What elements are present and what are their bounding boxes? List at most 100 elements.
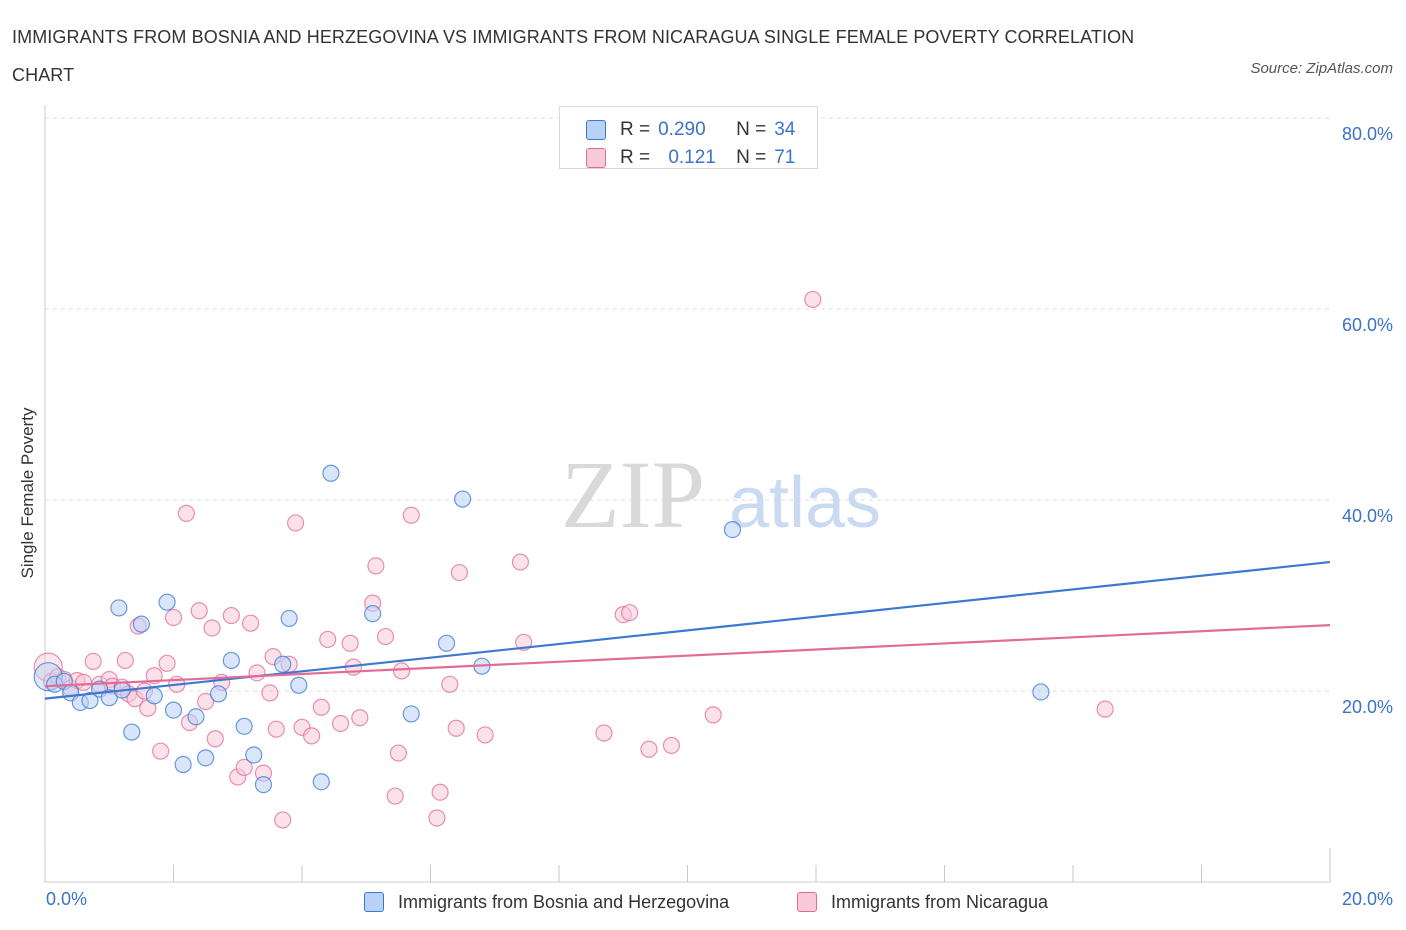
nicaragua-point [351,709,369,727]
bottom-legend-swatch-pink [797,892,817,912]
nicaragua-point [261,684,279,702]
nicaragua-point [319,630,337,649]
legend-n-label: N = [736,147,767,168]
legend-r-value: 0.121 [668,147,716,168]
legend-row-nicaragua: R = 0.121 N = 71 [586,145,795,171]
nicaragua-point [386,787,404,805]
bosnia-point [209,685,228,703]
y-tick-label: 80.0% [1342,124,1393,144]
bosnia-point [312,773,330,791]
bosnia-point [454,490,472,508]
legend-n-value: 34 [774,119,796,140]
y-tick-label: 20.0% [1342,697,1393,717]
bosnia-point [254,775,273,794]
bosnia-points [33,464,1050,794]
nicaragua-point [312,698,330,716]
nicaragua-point [274,811,292,829]
watermark-atlas: atlas [729,463,881,543]
y-tick-label: 60.0% [1342,315,1393,335]
nicaragua-point [1096,700,1114,718]
bosnia-point [110,599,128,617]
bosnia-point [1032,683,1050,701]
nicaragua-point [177,504,195,522]
source-label: Source: ZipAtlas.com [1250,60,1393,77]
nicaragua-point [441,675,459,693]
nicaragua-point [235,758,253,777]
correlation-legend: R = 0.290 N = 34 R = 0.121 N = 71 [559,106,818,169]
nicaragua-point [267,720,285,738]
nicaragua-point [621,604,639,622]
x-tick-label-max: 20.0% [1341,889,1393,909]
nicaragua-point [152,742,170,760]
nicaragua-point [190,602,208,620]
bosnia-point [81,691,99,710]
bosnia-point [402,705,420,723]
nicaragua-point [392,662,411,680]
nicaragua-point [145,667,163,685]
watermark: ZIP atlas [561,441,881,548]
bosnia-point [174,755,192,774]
bottom-legend-nicaragua: Immigrants from Nicaragua [797,888,1048,916]
nicaragua-point [341,634,359,652]
legend-swatch-blue [586,120,606,140]
nicaragua-point [376,627,395,646]
nicaragua-point [662,736,681,755]
bosnia-point [222,651,240,670]
bosnia-point [158,593,176,611]
gridlines [45,117,1330,692]
bosnia-point [274,655,292,673]
bosnia-point [723,521,742,539]
nicaragua-points [33,290,1114,829]
nicaragua-point [242,614,260,632]
bottom-legend-swatch-blue [364,892,384,912]
nicaragua-point [74,673,93,692]
legend-n-value: 71 [774,147,796,168]
nicaragua-point [450,563,469,582]
bosnia-point [145,687,163,705]
axes [44,105,1331,883]
bosnia-point [197,749,215,767]
nicaragua-point [402,506,420,524]
x-tick-label-min: 0.0% [46,889,88,909]
nicaragua-trend-line [44,624,1331,688]
legend-swatch-pink [586,148,606,168]
nicaragua-point [367,557,385,575]
legend-r-label: R = [620,147,651,168]
nicaragua-point [158,654,176,672]
trend-lines [44,560,1331,700]
nicaragua-point [640,740,658,758]
y-tick-label: 40.0% [1342,506,1393,526]
nicaragua-point [331,714,350,733]
nicaragua-point [595,724,613,742]
bosnia-point [245,746,263,764]
nicaragua-point [511,553,530,571]
bosnia-point [437,634,456,652]
nicaragua-point [84,652,102,670]
nicaragua-point [389,744,407,762]
nicaragua-point [116,651,134,670]
nicaragua-point [164,608,183,627]
y-tick-labels: 20.0% 40.0% 60.0% 80.0% [1342,124,1393,717]
chart-title: IMMIGRANTS FROM BOSNIA AND HERZEGOVINA V… [12,27,1135,85]
nicaragua-point [704,706,722,724]
legend-n-label: N = [736,119,767,140]
nicaragua-point [203,619,221,637]
nicaragua-point [476,726,494,744]
bottom-legend-label: Immigrants from Bosnia and Herzegovina [398,891,730,912]
legend-r-label: R = [620,119,651,140]
bottom-legend-bosnia: Immigrants from Bosnia and Herzegovina [364,888,729,916]
nicaragua-point [431,783,449,801]
nicaragua-point [303,727,321,745]
bosnia-point [132,615,150,633]
nicaragua-point [804,290,822,309]
bosnia-point [364,605,382,623]
bosnia-point [280,609,298,628]
watermark-zip: ZIP [561,441,705,548]
y-axis-title: Single Female Poverty [18,407,37,579]
bosnia-point [123,723,141,741]
bosnia-point [290,676,308,694]
nicaragua-point [447,719,465,737]
bosnia-point [187,708,205,726]
nicaragua-point [222,606,240,625]
